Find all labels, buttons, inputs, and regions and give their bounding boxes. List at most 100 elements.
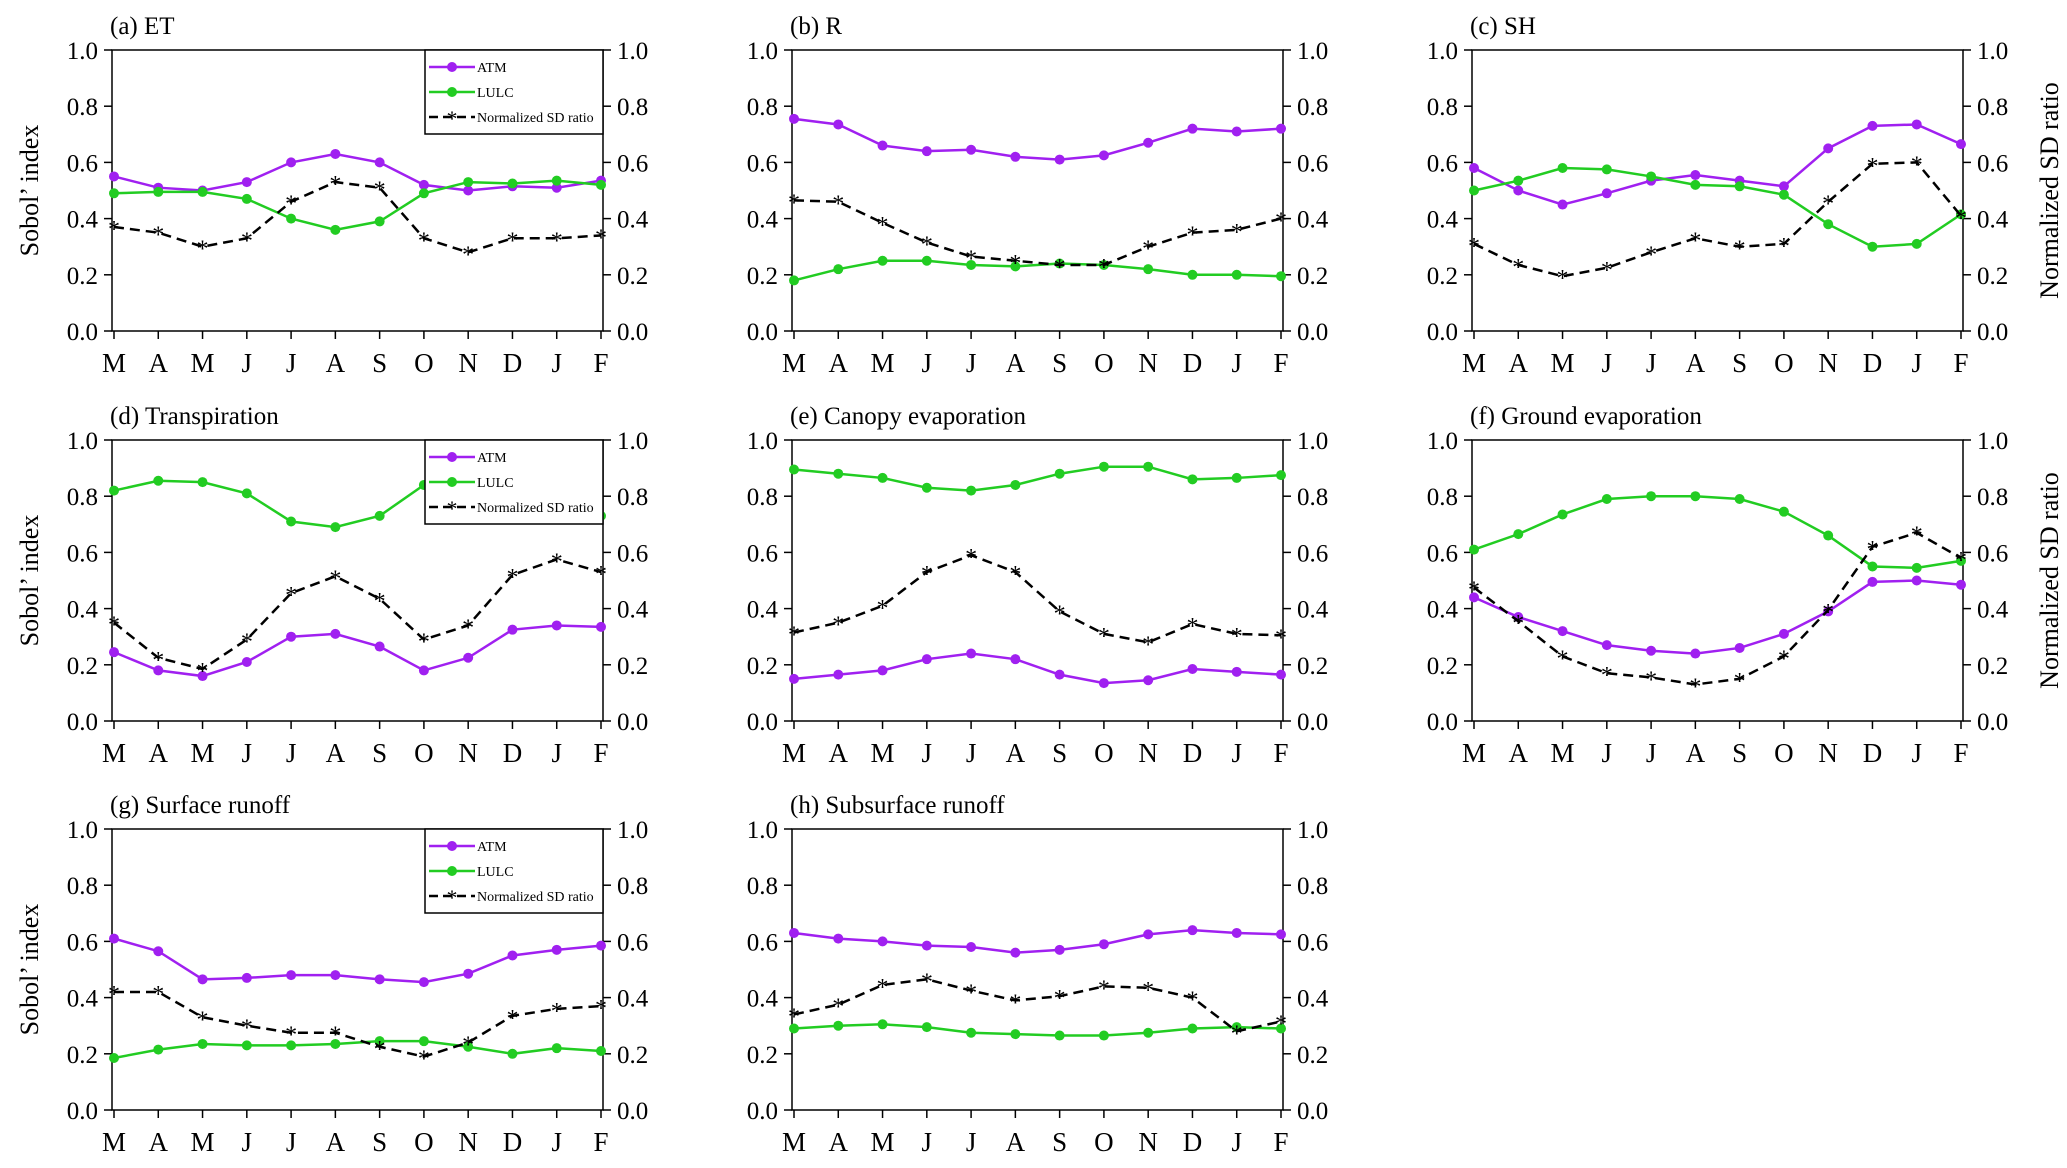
left-tick-label: 0.2 xyxy=(1427,263,1458,290)
data-point xyxy=(286,157,297,168)
data-point xyxy=(330,224,341,235)
right-tick-label: 0.6 xyxy=(1977,150,2008,177)
x-tick-label: A xyxy=(149,1127,169,1157)
panel-title: (d) Transpiration xyxy=(110,403,279,430)
data-point xyxy=(330,522,341,533)
x-tick-label: J xyxy=(1231,1127,1242,1157)
right-tick-label: 0.8 xyxy=(617,484,648,511)
x-tick-label: O xyxy=(414,1127,434,1157)
data-point xyxy=(877,255,888,266)
x-tick-label: A xyxy=(1006,738,1026,768)
data-point: * xyxy=(1557,266,1569,292)
data-point xyxy=(833,1020,844,1031)
data-point: * xyxy=(1911,152,1923,178)
x-tick-label: M xyxy=(871,1127,895,1157)
data-point xyxy=(1098,461,1109,472)
data-point xyxy=(551,620,562,631)
data-point xyxy=(463,177,474,188)
data-point: * xyxy=(1689,228,1701,254)
panel-title: (a) ET xyxy=(110,13,175,40)
data-point: * xyxy=(1009,562,1021,588)
left-tick-label: 1.0 xyxy=(67,38,98,65)
left-tick-label: 0.8 xyxy=(1427,94,1458,121)
data-point xyxy=(197,186,208,197)
series-atm xyxy=(109,148,606,196)
right-tick-label: 0.2 xyxy=(617,653,648,680)
data-point xyxy=(1690,491,1701,502)
data-point: * xyxy=(241,228,253,254)
right-tick-label: 1.0 xyxy=(1297,428,1328,455)
data-point xyxy=(241,488,252,499)
data-point: * xyxy=(595,996,607,1022)
x-tick-label: D xyxy=(503,738,523,768)
data-point xyxy=(418,179,429,190)
x-tick-label: D xyxy=(1863,738,1883,768)
x-tick-label: J xyxy=(966,348,977,378)
left-tick-label: 0.6 xyxy=(747,540,778,567)
data-point xyxy=(789,927,799,938)
x-tick-label: A xyxy=(149,738,169,768)
left-axis-label: Sobol’ index xyxy=(15,515,44,647)
series-atm xyxy=(789,113,1286,165)
x-tick-label: J xyxy=(242,738,253,768)
x-tick-label: S xyxy=(1732,348,1747,378)
data-point xyxy=(1098,939,1109,950)
data-point xyxy=(551,175,562,186)
data-point xyxy=(374,974,385,985)
series-atm xyxy=(789,925,1286,958)
data-point xyxy=(1513,529,1524,540)
data-point xyxy=(109,188,119,199)
data-point: * xyxy=(1955,548,1967,574)
data-point: * xyxy=(152,223,164,249)
data-point xyxy=(330,1038,341,1049)
left-tick-label: 0.4 xyxy=(67,207,99,234)
panel-d: (d) Transpiration 0.0 0.0 0.2 0.2 0.4 0.4 0.6 0.… xyxy=(15,403,649,768)
data-point xyxy=(966,1027,977,1038)
x-tick-label: J xyxy=(551,348,562,378)
series-atm xyxy=(109,933,606,988)
data-point: * xyxy=(965,545,977,571)
data-point: * xyxy=(108,217,120,243)
x-tick-label: J xyxy=(966,738,977,768)
panel-h: (h) Subsurface runoff 0.0 0.0 0.2 0.2 0.4 0.4 0… xyxy=(747,792,1329,1157)
series-line xyxy=(1473,161,1962,278)
data-point: * xyxy=(1054,255,1066,281)
data-point xyxy=(1187,123,1198,134)
left-axis-label: Sobol’ index xyxy=(15,904,44,1036)
left-tick-label: 0.8 xyxy=(1427,484,1458,511)
data-point: * xyxy=(1009,990,1021,1016)
data-point xyxy=(418,1036,429,1047)
data-point xyxy=(330,628,341,639)
data-point xyxy=(197,974,208,985)
right-tick-label: 0.0 xyxy=(1977,319,2008,346)
data-point xyxy=(833,468,844,479)
data-point: * xyxy=(595,225,607,251)
legend: ATM LULC * Normalized SD ratio xyxy=(424,49,604,135)
series-line xyxy=(113,179,602,232)
plot-frame xyxy=(111,828,604,1111)
data-point: * xyxy=(374,589,386,615)
x-tick-label: J xyxy=(966,1127,977,1157)
data-point: * xyxy=(1955,206,1967,232)
x-tick-label: N xyxy=(458,738,478,768)
data-point: * xyxy=(1911,523,1923,549)
data-point: * xyxy=(152,648,164,674)
right-tick-label: 0.0 xyxy=(1297,709,1328,736)
data-point: * xyxy=(1275,625,1287,651)
data-point: * xyxy=(1468,234,1480,260)
x-tick-label: N xyxy=(458,348,478,378)
data-point xyxy=(1276,271,1286,282)
x-tick-label: O xyxy=(1774,348,1794,378)
x-tick-label: J xyxy=(922,738,933,768)
right-tick-label: 1.0 xyxy=(1297,817,1328,844)
series-line xyxy=(113,624,602,678)
x-tick-label: N xyxy=(1818,348,1838,378)
data-point xyxy=(1734,642,1745,653)
right-tick-label: 0.6 xyxy=(1297,929,1328,956)
data-point xyxy=(1231,927,1242,938)
data-point xyxy=(1010,479,1021,490)
data-point xyxy=(1143,1027,1154,1038)
panel-g: (g) Surface runoff 0.0 0.0 0.2 0.2 0.4 0.4 0.6 0… xyxy=(15,792,649,1157)
data-point xyxy=(1601,188,1612,199)
panel-b: (b) R 0.0 0.0 0.2 0.2 0.4 0.4 0.6 0.6 0.8 0.8 1.0 1.… xyxy=(747,13,1329,378)
